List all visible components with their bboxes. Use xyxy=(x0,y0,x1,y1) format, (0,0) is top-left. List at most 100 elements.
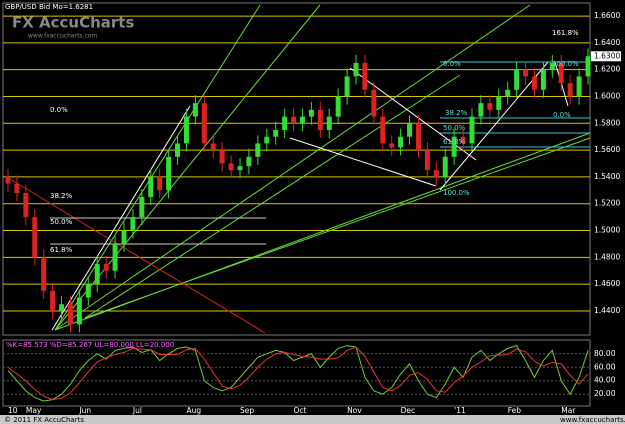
fib-label: 38.2% xyxy=(50,192,73,200)
candle-body xyxy=(50,290,56,311)
x-tick-label: Jul xyxy=(132,406,142,415)
last-price-label: 1.6300 xyxy=(594,51,620,60)
candle-body xyxy=(442,156,448,177)
fib-label: 50.0% xyxy=(50,218,73,226)
fan-line xyxy=(54,4,531,331)
y-tick-label: 1.6200 xyxy=(594,65,620,74)
fib-label: 0.0% xyxy=(443,60,461,68)
candle-body xyxy=(130,217,136,231)
candle-body xyxy=(362,62,368,90)
candle-body xyxy=(23,192,29,218)
candle-body xyxy=(67,304,73,325)
candle-body xyxy=(121,230,127,244)
candle-body xyxy=(487,103,493,110)
candle-body xyxy=(41,257,47,291)
candle-body xyxy=(237,166,243,171)
candle-body xyxy=(246,156,252,167)
candle-body xyxy=(103,264,109,271)
candle-body xyxy=(273,129,279,137)
x-tick-label: '11 xyxy=(454,406,466,415)
candle-body xyxy=(308,109,314,117)
candle-body xyxy=(291,116,297,124)
candle-body xyxy=(192,103,198,117)
fib-label: 38.2% xyxy=(445,109,468,117)
trend-lines xyxy=(4,4,591,334)
fib-label: 0.0% xyxy=(50,106,68,114)
candle-body xyxy=(478,103,484,117)
candle-body xyxy=(531,76,537,90)
candle-body xyxy=(469,116,475,144)
candle-body xyxy=(371,89,377,117)
x-tick-label: Sep xyxy=(240,406,254,415)
candle-body xyxy=(496,96,502,110)
candle-body xyxy=(326,116,332,130)
x-tick-label: Nov xyxy=(347,406,362,415)
y-tick-label: 1.4600 xyxy=(594,279,620,288)
fib-label: 61.8% xyxy=(50,246,73,254)
candle-body xyxy=(148,176,154,198)
y-tick-label: 80.00 xyxy=(594,349,616,358)
candle-body xyxy=(175,143,181,157)
candle-body xyxy=(540,69,546,90)
x-tick-label: Aug xyxy=(186,406,201,415)
y-tick-label: 1.6400 xyxy=(594,38,620,47)
candle-body xyxy=(166,156,172,191)
candle-body xyxy=(398,136,404,148)
y-tick-label: 40.00 xyxy=(594,376,616,385)
fib-label: 61.8% xyxy=(443,138,466,146)
candle-body xyxy=(344,76,350,97)
candle-body xyxy=(576,76,582,97)
swing-line xyxy=(439,61,549,191)
down-trend xyxy=(4,175,266,334)
fib-label: 100.0% xyxy=(552,60,579,68)
x-tick-label: May xyxy=(26,406,42,415)
y-tick-label: 1.4400 xyxy=(594,306,620,315)
candle-body xyxy=(317,109,323,130)
candle-body xyxy=(183,116,189,144)
fib-label: 50.0% xyxy=(443,124,466,132)
last-price-box xyxy=(591,51,621,62)
fib-label: 0.0% xyxy=(553,111,571,119)
y-tick-label: 1.5600 xyxy=(594,145,620,154)
y-tick-label: 1.5000 xyxy=(594,226,620,235)
candle-body xyxy=(558,62,564,84)
candle-body xyxy=(505,89,511,97)
candle-body xyxy=(514,69,520,90)
candle-body xyxy=(228,163,234,171)
y-tick-label: 1.4800 xyxy=(594,252,620,261)
price-panel xyxy=(2,2,591,336)
candle-body xyxy=(282,116,288,130)
candle-body xyxy=(255,143,261,157)
candle-body xyxy=(451,136,457,157)
fan-line xyxy=(84,74,461,319)
candle-body xyxy=(433,170,439,177)
y-tick-label: 1.6000 xyxy=(594,91,620,100)
x-tick-label: 10 xyxy=(8,406,18,415)
fib-label: 161.8% xyxy=(552,29,579,37)
watermark-brand: FX AccuCharts xyxy=(12,14,134,32)
y-tick-label: 1.5800 xyxy=(594,118,620,127)
fan-line xyxy=(54,4,261,331)
candle-body xyxy=(139,197,145,218)
candle-body xyxy=(389,143,395,148)
candle-body xyxy=(299,116,305,124)
candle-body xyxy=(585,56,591,77)
candle-body xyxy=(210,143,216,151)
candle-body xyxy=(14,183,20,193)
candle-body xyxy=(424,150,430,171)
candle-body xyxy=(219,150,225,164)
candle-body xyxy=(264,136,270,144)
swing-line xyxy=(289,137,437,187)
y-tick-label: 20.00 xyxy=(594,389,616,398)
symbol-label: GBP/USD Bid Mo=1.6281 xyxy=(5,3,93,11)
x-tick-label: Oct xyxy=(294,406,307,415)
x-tick-label: Dec xyxy=(401,406,416,415)
fib-label: 100.0% xyxy=(443,189,470,197)
footer-url: www.fxaccucharts.com xyxy=(560,416,625,424)
candle-body xyxy=(380,116,386,144)
candle-body xyxy=(201,103,207,144)
y-tick-label: 60.00 xyxy=(594,362,616,371)
candle-body xyxy=(353,62,359,77)
